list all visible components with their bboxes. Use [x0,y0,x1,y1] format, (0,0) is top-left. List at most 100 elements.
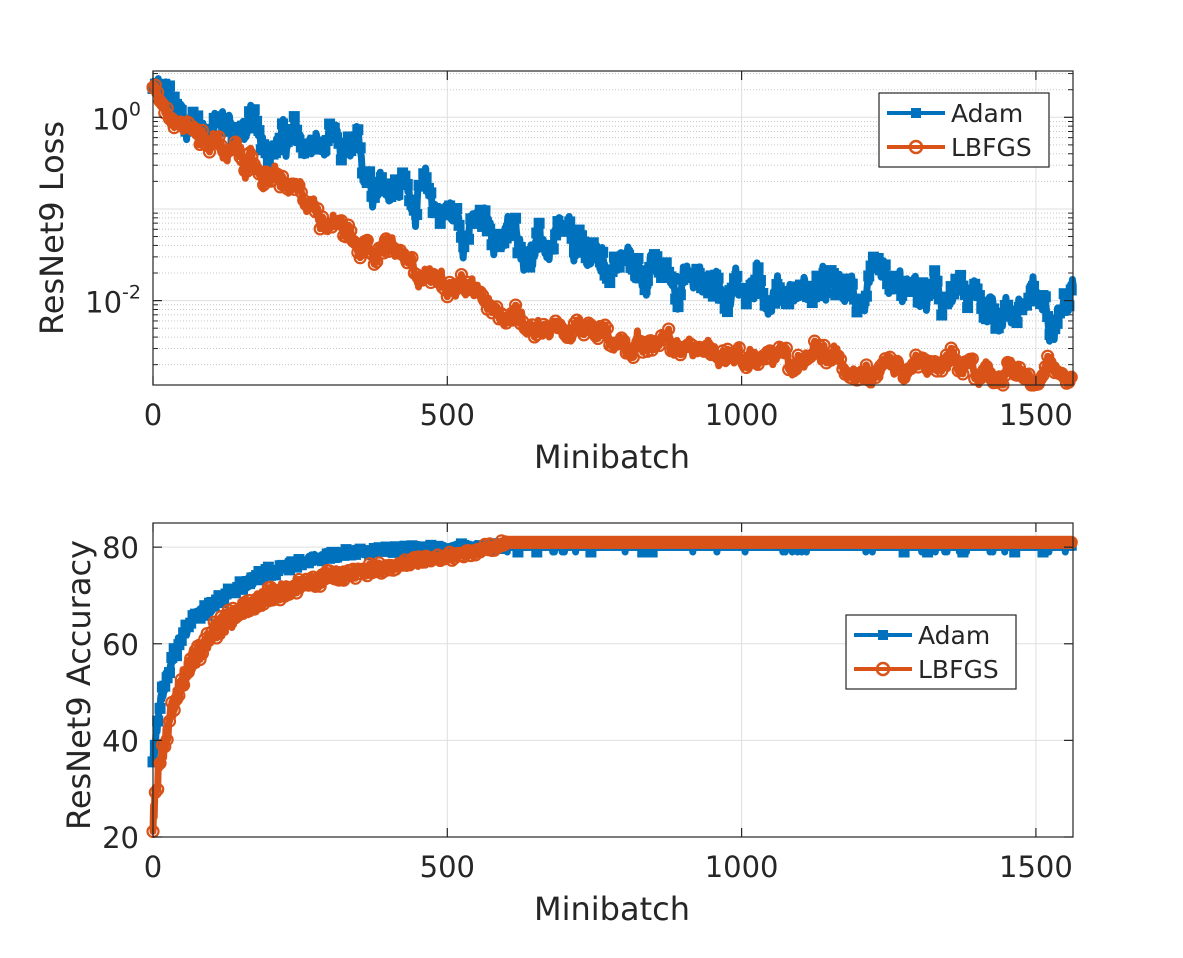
adam-marker [597,246,609,258]
lbfgs-marker [217,616,231,630]
adam-marker [401,178,413,190]
adam-marker [639,284,651,296]
adam-marker [667,272,679,284]
adam-marker [820,286,832,298]
axes-box [152,522,1074,838]
legend-square-marker [878,630,888,640]
adam-marker [776,285,788,297]
adam-marker [284,134,296,146]
lbfgs-marker [148,78,162,92]
legend-square-marker [911,108,921,118]
legend-label: LBFGS [951,133,1032,162]
lbfgs-marker [151,782,165,797]
adam-marker [352,124,364,136]
lbfgs-marker [212,130,226,144]
lbfgs-marker [186,656,200,671]
y-tick-label-exponent: 0 [129,98,141,120]
series-lbfgs [146,534,1078,839]
y-tick-label-base: 10 [92,102,129,136]
adam-marker [641,274,653,286]
lbfgs-marker [614,331,629,345]
legend-label: Adam [918,621,990,650]
y-tick-label: 60 [102,628,139,662]
adam-marker [425,187,437,199]
adam-marker [175,104,187,116]
adam-marker [462,233,474,245]
adam-marker [251,115,263,127]
lbfgs-marker [370,255,384,269]
legend-label: Adam [951,99,1023,128]
lbfgs-marker [367,257,381,271]
adam-marker [1028,280,1040,292]
adam-marker [272,144,284,156]
lbfgs-marker [179,667,193,681]
lbfgs-marker [1064,535,1078,549]
lbfgs-marker [226,142,240,156]
adam-marker [1039,291,1051,303]
series-lbfgs [146,78,1078,392]
lbfgs-marker [869,370,883,385]
adam-marker [453,219,465,231]
lbfgs-marker [659,330,673,344]
y-tick-label-exponent: -2 [122,282,141,304]
lbfgs-marker [195,646,210,661]
adam-marker [936,309,948,321]
accuracy-chart: 0 500 1000 1500 20 40 60 80 Minibatch ResNet9 Acc… [60,522,1078,928]
adam-marker [152,715,164,727]
adam-marker [754,275,766,287]
adam-marker [361,177,373,189]
adam-marker [747,287,759,299]
lbfgs-marker [508,298,523,312]
lbfgs-marker [275,169,290,183]
adam-marker [672,301,684,313]
y-tick-label-base: 10 [85,286,122,320]
lbfgs-marker [982,365,996,379]
y-tick-label: 10-2 [85,282,141,320]
y-tick-label: 80 [102,531,139,565]
lbfgs-marker [735,350,749,364]
lbfgs-marker [946,345,961,359]
adam-marker [973,290,985,302]
y-tick-label: 100 [92,98,141,136]
adam-marker [804,280,816,292]
lbfgs-marker [1036,368,1050,382]
adam-marker [479,205,491,217]
lbfgs-marker [1041,349,1055,363]
lbfgs-marker [859,358,873,372]
x-tick-label: 1000 [705,398,779,432]
adam-marker [740,298,752,310]
lbfgs-marker [600,321,615,335]
adam-marker [721,306,733,318]
adam-marker [839,290,851,302]
adam-marker [163,80,175,92]
legend-hexagram-marker [908,139,924,155]
adam-marker [651,251,663,263]
adam-marker [587,237,599,249]
lbfgs-marker [228,135,243,149]
adam-marker [757,287,769,299]
adam-marker [533,217,545,229]
lbfgs-marker [817,338,831,352]
adam-marker [392,188,404,200]
adam-marker [578,236,590,248]
adam-marker [917,277,929,289]
lbfgs-marker [153,94,167,108]
legend-label: LBFGS [918,655,999,684]
y-axis-title: ResNet9 Accuracy [60,540,98,830]
adam-marker [547,243,559,255]
adam-marker [827,268,839,280]
adam-marker [154,702,166,714]
lbfgs-marker [617,334,631,348]
adam-marker [328,122,340,134]
adam-marker [171,650,183,662]
lbfgs-marker [202,145,217,159]
adam-marker [931,275,943,287]
adam-marker [962,302,974,314]
adam-marker [1051,317,1063,329]
lbfgs-marker [421,268,436,282]
lbfgs-marker [160,733,174,747]
x-tick-label: 0 [144,398,162,432]
